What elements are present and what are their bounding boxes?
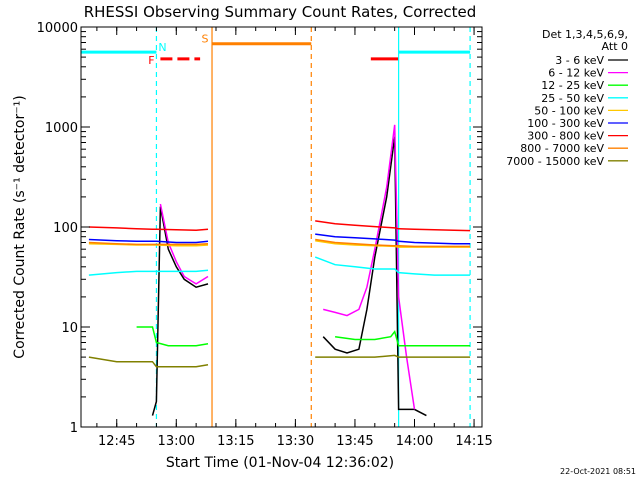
legend-title-line: Att 0: [602, 40, 628, 53]
y-axis: 1 10 100 1000 10000: [37, 21, 482, 436]
y-tick-label: 10: [61, 321, 78, 336]
vertical-lines-layer: [155, 27, 471, 427]
flag-label-f: F: [148, 54, 154, 67]
x-tick-label: 14:15: [455, 434, 492, 449]
series-line-12-25-kev: [136, 326, 471, 347]
series-line-6-12-kev: [159, 124, 416, 410]
x-axis-label: Start Time (01-Nov-04 12:36:02): [166, 455, 394, 471]
series-line-3-6-kev: [151, 136, 427, 417]
x-axis: 12:45 13:00 13:15 13:30 13:45 14:00 14:15: [96, 27, 493, 449]
legend-label-12-25-kev: 12 - 25 keV: [541, 79, 604, 92]
x-tick-label: 13:45: [336, 434, 373, 449]
y-tick-label: 1: [70, 421, 78, 436]
flags-layer: N S F: [81, 33, 471, 67]
series-layer: [88, 124, 471, 417]
legend-label-3-6-kev: 3 - 6 keV: [555, 54, 604, 67]
y-axis-label: Corrected Count Rate (s⁻¹ detector⁻¹): [12, 95, 28, 358]
legend-title-line: Det 1,3,4,5,6,9,: [542, 28, 628, 41]
chart-title: RHESSI Observing Summary Count Rates, Co…: [84, 3, 477, 21]
x-tick-label: 13:15: [217, 434, 254, 449]
series-line-7000-15000-kev: [88, 354, 471, 368]
series-line-800-7000-kev: [88, 238, 471, 248]
legend-label-100-300-kev: 100 - 300 keV: [527, 117, 604, 130]
timestamp: 22-Oct-2021 08:51: [560, 467, 636, 476]
x-tick-label: 12:45: [98, 434, 135, 449]
legend-label-800-7000-kev: 800 - 7000 keV: [520, 142, 604, 155]
flag-label-s: S: [202, 33, 209, 46]
x-tick-label: 13:00: [158, 434, 195, 449]
legend-label-7000-15000-kev: 7000 - 15000 keV: [506, 155, 604, 168]
x-tick-label: 14:00: [396, 434, 433, 449]
series-line-100-300-kev: [88, 233, 471, 245]
y-tick-label: 10000: [37, 21, 78, 36]
legend-label-50-100-kev: 50 - 100 keV: [534, 104, 604, 117]
series-line-300-800-kev: [88, 220, 471, 232]
legend-label-25-50-kev: 25 - 50 keV: [541, 92, 604, 105]
x-tick-label: 13:30: [277, 434, 314, 449]
series-line-25-50-kev: [88, 256, 471, 276]
legend-label-6-12-kev: 6 - 12 keV: [548, 67, 604, 80]
legend-label-300-800-kev: 300 - 800 keV: [527, 130, 604, 143]
flag-label-n: N: [158, 41, 166, 54]
plot-frame: [80, 26, 483, 428]
y-tick-label: 100: [53, 221, 78, 236]
plot-area: NSF 12:45 13:00 13:15 13:30 13:45 14:00 14:15 …: [37, 21, 493, 449]
y-tick-label: 1000: [45, 121, 78, 136]
